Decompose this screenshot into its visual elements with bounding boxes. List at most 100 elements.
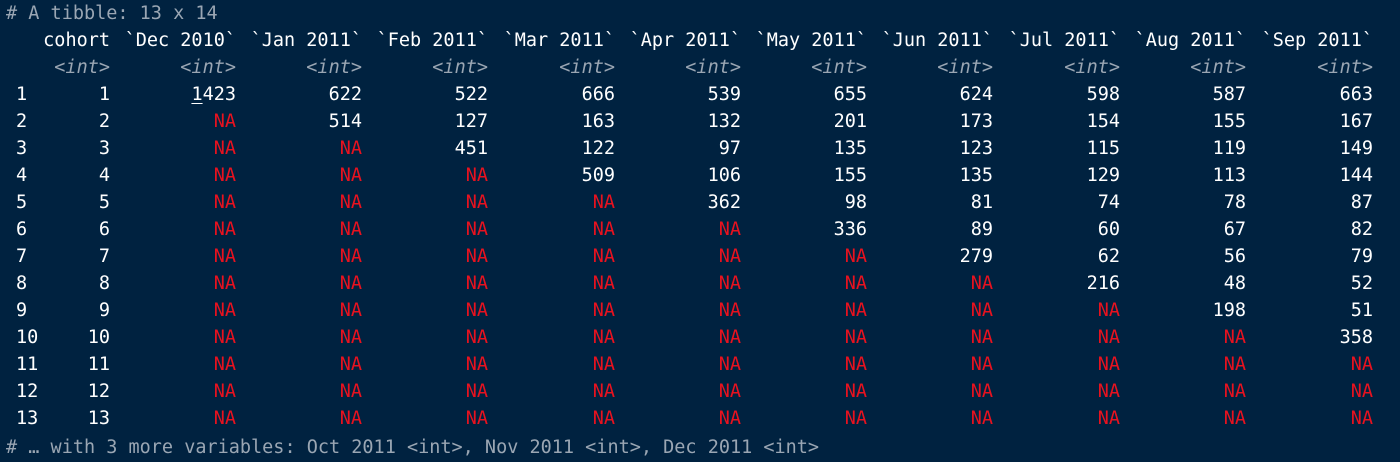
value-cell: 167 xyxy=(1339,111,1373,132)
na-cell: NA xyxy=(970,300,993,321)
value-cell: 51 xyxy=(1350,300,1373,321)
na-cell: NA xyxy=(213,300,236,321)
tibble-footer-comment: # … with 3 more variables: Oct 2011 <int… xyxy=(6,437,820,458)
value-cell: 13 xyxy=(87,408,110,429)
na-cell: NA xyxy=(213,408,236,429)
value-cell: 149 xyxy=(1339,138,1373,159)
na-cell: NA xyxy=(339,354,362,375)
na-cell: NA xyxy=(213,273,236,294)
value-cell: 539 xyxy=(707,84,741,105)
value-cell: 87 xyxy=(1350,192,1373,213)
column-type: <int> xyxy=(685,57,741,78)
column-header: `Feb 2011` xyxy=(376,30,488,51)
column-header: `Jun 2011` xyxy=(881,30,993,51)
value-cell: 135 xyxy=(959,165,993,186)
na-cell: NA xyxy=(465,219,488,240)
na-cell: NA xyxy=(592,327,615,348)
value-cell: 10 xyxy=(87,327,110,348)
tibble-header-comment: # A tibble: 13 x 14 xyxy=(6,3,218,24)
row-index: 7 xyxy=(16,246,28,267)
value-cell: 358 xyxy=(1339,327,1373,348)
value-cell: 155 xyxy=(833,165,867,186)
column-type: <int> xyxy=(1317,57,1373,78)
na-cell: NA xyxy=(339,219,362,240)
na-cell: NA xyxy=(465,246,488,267)
value-cell: 89 xyxy=(970,219,993,240)
na-cell: NA xyxy=(213,354,236,375)
na-cell: NA xyxy=(592,219,615,240)
row-index: 13 xyxy=(16,408,39,429)
na-cell: NA xyxy=(844,327,867,348)
column-type: <int> xyxy=(306,57,362,78)
value-cell: 155 xyxy=(1212,111,1246,132)
na-cell: NA xyxy=(465,165,488,186)
na-cell: NA xyxy=(970,381,993,402)
na-cell: NA xyxy=(339,408,362,429)
value-cell: 5 xyxy=(98,192,110,213)
value-cell: 12 xyxy=(87,381,110,402)
column-header: `Aug 2011` xyxy=(1134,30,1246,51)
na-cell: NA xyxy=(970,327,993,348)
na-cell: NA xyxy=(592,273,615,294)
na-cell: NA xyxy=(465,327,488,348)
value-cell: 81 xyxy=(970,192,993,213)
row-index: 6 xyxy=(16,219,28,240)
value-cell: 666 xyxy=(581,84,615,105)
na-cell: NA xyxy=(1223,381,1246,402)
column-type: <int> xyxy=(432,57,488,78)
row-index: 11 xyxy=(16,354,39,375)
na-cell: NA xyxy=(339,300,362,321)
value-cell: 119 xyxy=(1212,138,1246,159)
value-cell: 4 xyxy=(98,165,110,186)
row-index: 1 xyxy=(16,84,28,105)
na-cell: NA xyxy=(592,192,615,213)
value-cell: 522 xyxy=(454,84,488,105)
value-cell: 3 xyxy=(98,138,110,159)
na-cell: NA xyxy=(592,381,615,402)
value-cell: 1423 xyxy=(191,84,236,105)
value-cell: 451 xyxy=(454,138,488,159)
na-cell: NA xyxy=(1097,408,1120,429)
value-cell: 113 xyxy=(1212,165,1246,186)
na-cell: NA xyxy=(339,273,362,294)
na-cell: NA xyxy=(1097,354,1120,375)
na-cell: NA xyxy=(1223,354,1246,375)
column-header: `May 2011` xyxy=(755,30,867,51)
na-cell: NA xyxy=(213,219,236,240)
na-cell: NA xyxy=(339,246,362,267)
column-header: `Jan 2011` xyxy=(250,30,362,51)
value-cell: 1 xyxy=(98,84,110,105)
value-cell: 127 xyxy=(454,111,488,132)
value-cell: 336 xyxy=(833,219,867,240)
na-cell: NA xyxy=(213,165,236,186)
column-header: `Dec 2010` xyxy=(124,30,236,51)
column-type: <int> xyxy=(180,57,236,78)
value-cell: 6 xyxy=(98,219,110,240)
na-cell: NA xyxy=(970,273,993,294)
value-cell: 587 xyxy=(1212,84,1246,105)
row-index: 12 xyxy=(16,381,39,402)
na-cell: NA xyxy=(718,273,741,294)
value-cell: 362 xyxy=(707,192,741,213)
value-cell: 129 xyxy=(1086,165,1120,186)
na-cell: NA xyxy=(844,300,867,321)
na-cell: NA xyxy=(718,408,741,429)
na-cell: NA xyxy=(592,354,615,375)
value-cell: 122 xyxy=(581,138,615,159)
value-cell: 622 xyxy=(328,84,362,105)
value-cell: 62 xyxy=(1097,246,1120,267)
value-cell: 201 xyxy=(833,111,867,132)
row-index: 8 xyxy=(16,273,28,294)
value-cell: 48 xyxy=(1223,273,1246,294)
na-cell: NA xyxy=(213,111,236,132)
value-cell: 198 xyxy=(1212,300,1246,321)
column-header: cohort xyxy=(43,30,110,51)
na-cell: NA xyxy=(339,138,362,159)
row-index: 2 xyxy=(16,111,28,132)
value-cell: 7 xyxy=(98,246,110,267)
na-cell: NA xyxy=(844,408,867,429)
na-cell: NA xyxy=(718,381,741,402)
na-cell: NA xyxy=(1097,381,1120,402)
na-cell: NA xyxy=(1350,408,1373,429)
na-cell: NA xyxy=(592,246,615,267)
